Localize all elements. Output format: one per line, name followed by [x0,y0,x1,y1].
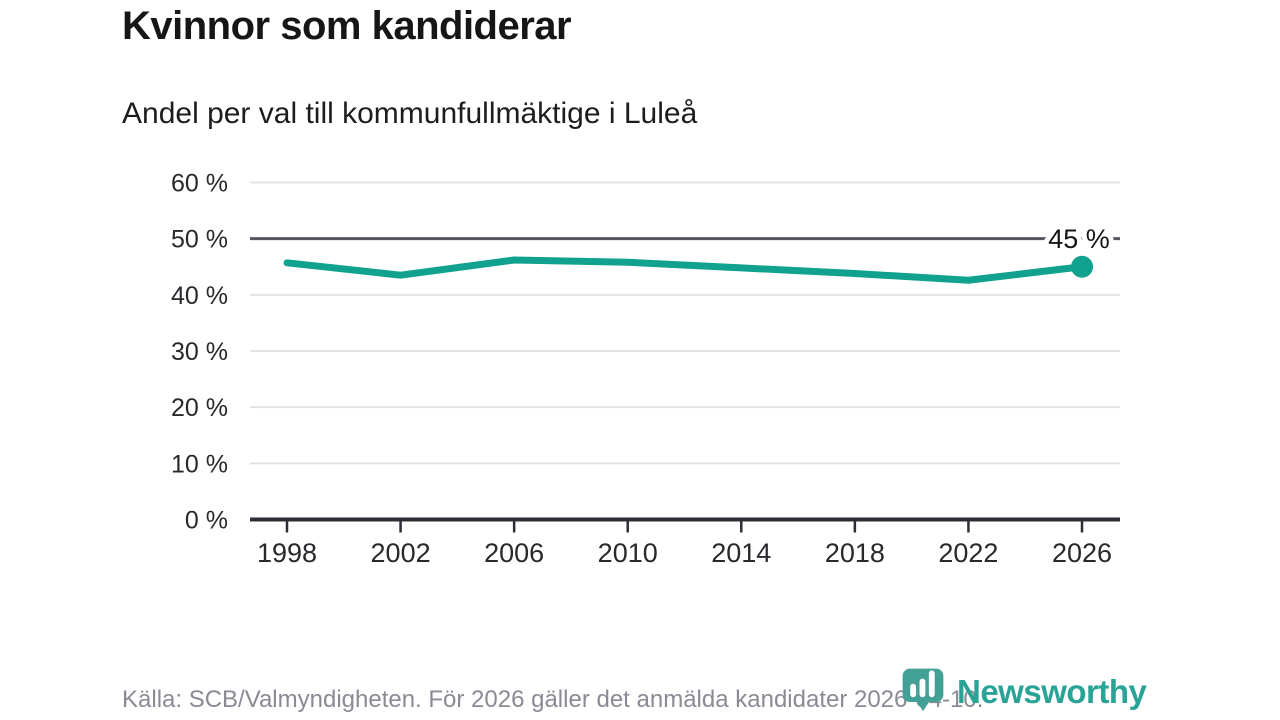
x-axis-tick-label: 2002 [371,538,431,568]
y-axis-tick-label: 30 % [171,338,228,366]
chart-subtitle: Andel per val till kommunfullmäktige i L… [122,97,698,130]
end-point-dot [1071,255,1093,278]
newsworthy-logo-icon [902,668,944,712]
x-axis-tick-label: 1998 [257,538,317,568]
end-value-label: 45 % [1048,224,1110,254]
x-axis-tick-label: 2006 [484,538,544,568]
x-axis-tick-label: 2010 [598,538,658,568]
y-axis-tick-label: 20 % [171,394,228,422]
y-axis-tick-label: 40 % [171,282,228,310]
newsworthy-logo-text: Newsworthy [957,673,1147,710]
newsworthy-logo: Newsworthy [897,663,1147,715]
source-note: Källa: SCB/Valmyndigheten. För 2026 gäll… [122,686,984,713]
y-axis-tick-label: 10 % [171,450,228,478]
chart-title: Kvinnor som kandiderar [122,4,572,48]
x-axis-tick-label: 2022 [938,538,998,568]
y-axis-tick-label: 60 % [171,170,228,198]
x-axis-tick-label: 2018 [825,538,885,568]
x-axis-tick-label: 2014 [711,538,771,568]
data-line [283,256,1086,284]
y-axis-tick-label: 50 % [171,226,228,254]
x-axis-tick-label: 2026 [1052,538,1112,568]
y-axis-tick-label: 0 % [185,507,228,535]
